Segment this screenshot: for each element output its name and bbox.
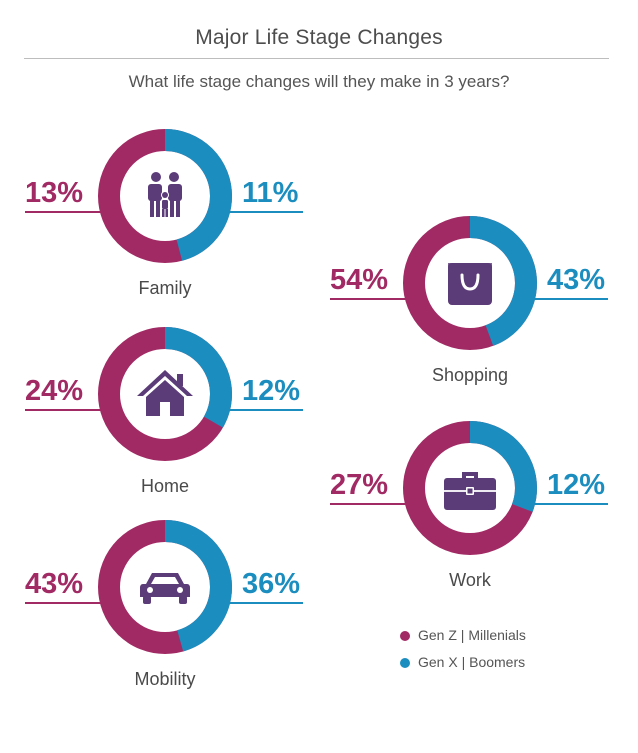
- legend-dot-gen-z-millenials: [400, 631, 410, 641]
- legend-item-gen-x-boomers: Gen X | Boomers: [400, 654, 525, 672]
- category-label: Work: [449, 570, 491, 590]
- category-label: Family: [138, 278, 192, 298]
- donut-segment-gen-x-boomers: [403, 216, 537, 350]
- car-icon: [140, 573, 190, 604]
- donut-segment-gen-x-boomers: [98, 327, 232, 461]
- donut-chart: [403, 421, 537, 555]
- legend-label: Gen X | Boomers: [418, 654, 526, 670]
- value-label-gen-z-millenials: 54%: [330, 264, 389, 296]
- value-label-gen-z-millenials: 24%: [25, 375, 84, 407]
- value-label-gen-x-boomers: 12%: [547, 469, 606, 501]
- chart-title: Major Life Stage Changes: [195, 26, 443, 49]
- value-label-gen-x-boomers: 11%: [242, 177, 299, 209]
- value-label-gen-x-boomers: 43%: [547, 264, 606, 296]
- leader-line-gen-z-millenials: [330, 503, 410, 505]
- leader-line-gen-x-boomers: [227, 409, 303, 411]
- category-label: Shopping: [431, 365, 509, 385]
- donut-chart: [403, 216, 537, 350]
- donut-segment-gen-x-boomers: [98, 129, 232, 263]
- leader-line-gen-z-millenials: [25, 211, 105, 213]
- leader-line-gen-z-millenials: [25, 409, 105, 411]
- value-label-gen-x-boomers: 12%: [242, 375, 301, 407]
- value-label-gen-z-millenials: 43%: [25, 568, 84, 600]
- category-label: Home: [140, 476, 189, 496]
- family-icon: [148, 172, 182, 217]
- legend-label: Gen Z | Millenials: [418, 627, 526, 643]
- leader-line-gen-x-boomers: [227, 602, 303, 604]
- leader-line-gen-x-boomers: [532, 298, 608, 300]
- value-label-gen-x-boomers: 36%: [242, 568, 301, 600]
- leader-line-gen-z-millenials: [25, 602, 105, 604]
- value-label-gen-z-millenials: 13%: [25, 177, 84, 209]
- donut-segment-gen-x-boomers: [403, 421, 537, 555]
- donut-chart: [98, 520, 232, 654]
- title-divider: [24, 58, 609, 59]
- value-label-gen-z-millenials: 27%: [330, 469, 389, 501]
- leader-line-gen-x-boomers: [227, 211, 303, 213]
- house-icon: [137, 370, 193, 416]
- legend-dot-gen-x-boomers: [400, 658, 410, 668]
- leader-line-gen-z-millenials: [330, 298, 410, 300]
- shopping-bag-icon: [448, 263, 492, 305]
- donut-segment-gen-x-boomers: [98, 520, 232, 654]
- donut-chart: [98, 129, 232, 263]
- leader-line-gen-x-boomers: [532, 503, 608, 505]
- chart-subtitle: What life stage changes will they make i…: [128, 72, 510, 91]
- legend-item-gen-z-millenials: Gen Z | Millenials: [400, 627, 526, 645]
- briefcase-icon: [444, 472, 496, 510]
- category-label: Mobility: [134, 669, 196, 689]
- donut-chart: [98, 327, 232, 461]
